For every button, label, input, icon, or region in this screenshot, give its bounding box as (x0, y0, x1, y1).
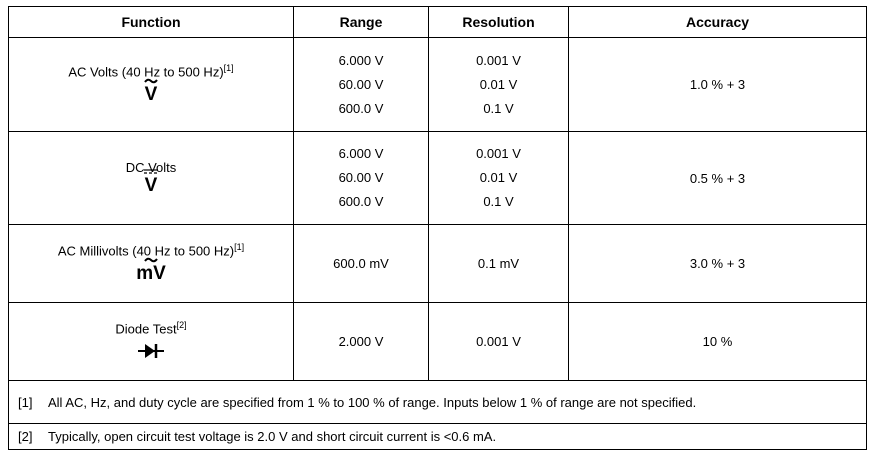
footnote-cell: [1] All AC, Hz, and duty cycle are specif… (8, 380, 867, 424)
function-cell: DC Volts V (8, 131, 294, 225)
function-cell: AC Millivolts (40 Hz to 500 Hz)[1] mV (8, 224, 294, 303)
range: 600.0 V (338, 194, 384, 209)
diode-icon (138, 344, 164, 359)
range: 600.0 V (338, 100, 384, 116)
header-cell: Function (8, 6, 294, 38)
range: 6.000 V (338, 52, 384, 68)
tilde (144, 257, 158, 262)
footnote-row: [2] Typically, open circuit test voltage … (8, 423, 867, 450)
range: 600.0 mV (293, 224, 429, 303)
footnote-row: [1] All AC, Hz, and duty cycle are specif… (8, 380, 867, 424)
spec-table: Function Range Resolution Accuracy AC Vo… (8, 6, 867, 450)
range-cell: 6.000 V 60.00 V 600.0 V (293, 37, 429, 132)
accuracy: 3.0 % + 3 (568, 224, 867, 303)
accuracy: 10 % (568, 302, 867, 381)
footnote-text: Typically, open circuit test voltage is … (48, 429, 497, 444)
accuracy: 1.0 % + 3 (568, 37, 867, 132)
resolution: 0.1 V (483, 100, 514, 116)
resolution: 0.01 V (479, 76, 518, 92)
resolution: 0.001 V (428, 302, 569, 381)
function: DC Volts (125, 159, 177, 175)
footnote-cell: [2] Typically, open circuit test voltage … (8, 423, 867, 450)
header-row: Function Range Resolution Accuracy (8, 6, 867, 38)
range: 60.00 V (338, 76, 384, 92)
note: [2] (176, 319, 187, 330)
note: [1] (223, 63, 234, 74)
header-cell: Range (293, 6, 429, 38)
footnote-marker: [2] (18, 429, 33, 444)
function-cell: AC Volts (40 Hz to 500 Hz)[1] V (8, 37, 294, 132)
resolution: 0.01 V (479, 170, 518, 185)
resolution: 0.1 mV (428, 224, 569, 303)
function: AC Volts (40 Hz to 500 Hz) (68, 64, 224, 80)
symbol: V (144, 78, 158, 106)
resolution-cell: 0.001 V 0.01 V 0.1 V (428, 37, 569, 132)
symbol: mV (136, 257, 166, 285)
symbol-text: mV (136, 262, 166, 284)
function-cell: Diode Test[2] (8, 302, 294, 381)
resolution: 0.001 V (476, 146, 521, 161)
range: 60.00 V (338, 170, 384, 185)
symbol-text: V (144, 174, 158, 196)
header-cell: Resolution (428, 6, 569, 38)
resolution: 0.001 V (476, 52, 521, 68)
accuracy: 0.5 % + 3 (568, 131, 867, 225)
row: AC Millivolts (40 Hz to 500 Hz)[1] mV 60… (8, 224, 867, 303)
resolution-cell: 0.001 V 0.01 V 0.1 V (428, 131, 569, 225)
range: 6.000 V (338, 146, 384, 161)
function: AC Millivolts (40 Hz to 500 Hz) (57, 243, 235, 259)
dc-mark (144, 168, 158, 174)
range-cell: 6.000 V 60.00 V 600.0 V (293, 131, 429, 225)
resolution: 0.1 V (483, 194, 514, 209)
footnote-text: All AC, Hz, and duty cycle are specified… (48, 394, 697, 410)
footnote-marker: [1] (18, 394, 33, 410)
range: 2.000 V (293, 302, 429, 381)
header-cell: Accuracy (568, 6, 867, 38)
symbol: V (144, 168, 158, 197)
function: Diode Test (115, 321, 177, 337)
row: DC Volts V 6.000 V 60.00 V 600.0 V 0.001 V… (8, 131, 867, 225)
tilde (144, 78, 158, 83)
symbol-text: V (144, 83, 158, 105)
row: Diode Test[2] 2.000 V 0.001 V 10 % (8, 302, 867, 381)
note: [1] (234, 242, 245, 253)
